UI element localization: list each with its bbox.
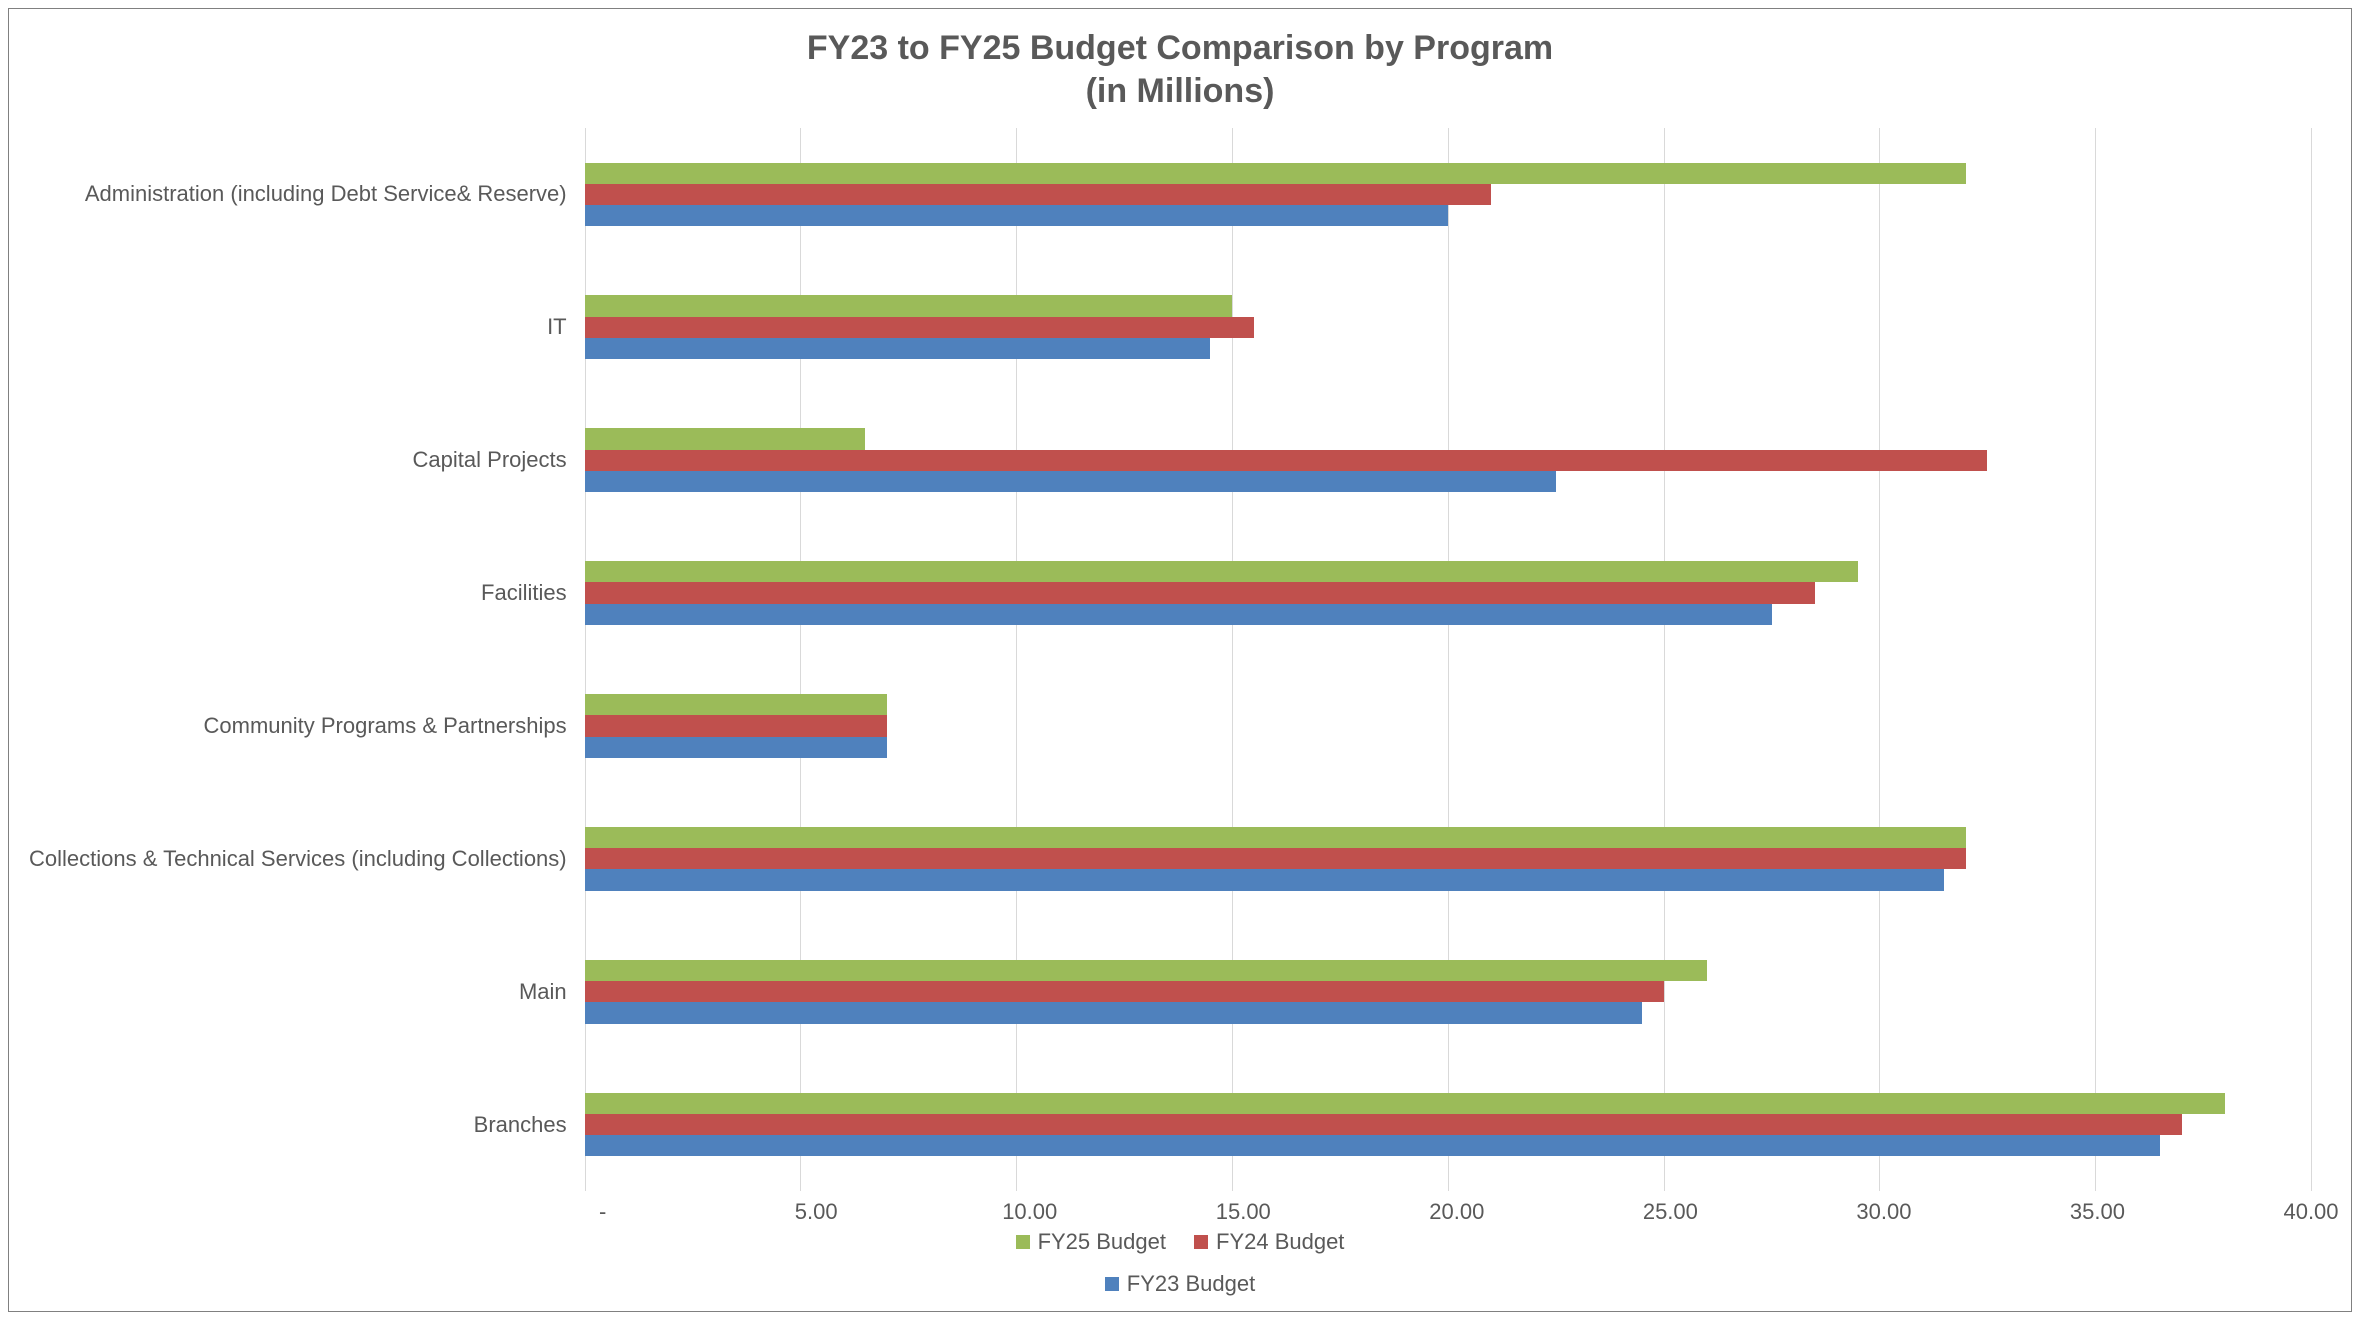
category-label: Capital Projects — [29, 447, 567, 473]
bar — [585, 163, 2311, 184]
x-tick-label: 35.00 — [2070, 1199, 2125, 1225]
bar — [585, 184, 2311, 205]
bar — [585, 960, 2311, 981]
bar-group — [585, 792, 2311, 925]
x-tick-label: 20.00 — [1429, 1199, 1484, 1225]
bar-fill-fy25 — [585, 827, 1966, 848]
plot-wrap: Administration (including Debt Service& … — [9, 118, 2351, 1197]
bar-fill-fy23 — [585, 338, 1211, 359]
chart-title: FY23 to FY25 Budget Comparison by Progra… — [9, 9, 2351, 118]
bar-fill-fy25 — [585, 561, 1858, 582]
bar — [585, 1093, 2311, 1114]
bar-fill-fy23 — [585, 471, 1556, 492]
x-tick-label: 10.00 — [1002, 1199, 1057, 1225]
bar — [585, 694, 2311, 715]
bar-fill-fy25 — [585, 163, 1966, 184]
category-label: IT — [29, 314, 567, 340]
bar-group — [585, 925, 2311, 1058]
category-label: Branches — [29, 1112, 567, 1138]
legend-item: FY23 Budget — [1105, 1271, 1255, 1297]
bar — [585, 338, 2311, 359]
bar-fill-fy24 — [585, 1114, 2182, 1135]
bar-fill-fy24 — [585, 317, 1254, 338]
legend-label: FY25 Budget — [1038, 1229, 1166, 1255]
bar-group — [585, 394, 2311, 527]
bar — [585, 1114, 2311, 1135]
x-axis-row: - 5.00 10.00 15.00 20.00 25.00 30.00 35.00 40.00 — [9, 1197, 2351, 1227]
category-label: Administration (including Debt Service& … — [29, 181, 567, 207]
bar-group — [585, 527, 2311, 660]
bar — [585, 715, 2311, 736]
bar — [585, 848, 2311, 869]
bar-fill-fy23 — [585, 869, 1945, 890]
legend-swatch — [1194, 1235, 1208, 1249]
bar-fill-fy24 — [585, 981, 1664, 1002]
bar — [585, 561, 2311, 582]
bar — [585, 869, 2311, 890]
bar-fill-fy24 — [585, 715, 887, 736]
bar — [585, 317, 2311, 338]
bar-group — [585, 1058, 2311, 1191]
x-tick-label: - — [599, 1199, 606, 1225]
bar-fill-fy23 — [585, 1135, 2160, 1156]
legend-label: FY23 Budget — [1127, 1271, 1255, 1297]
bar-fill-fy23 — [585, 737, 887, 758]
bar-fill-fy25 — [585, 295, 1232, 316]
x-tick-label: 30.00 — [1856, 1199, 1911, 1225]
category-label: Collections & Technical Services (includ… — [29, 846, 567, 872]
category-label: Main — [29, 979, 567, 1005]
bar-fill-fy24 — [585, 184, 1491, 205]
legend-item: FY24 Budget — [1194, 1229, 1344, 1255]
x-tick-label: 40.00 — [2283, 1199, 2338, 1225]
bar — [585, 737, 2311, 758]
bar-group — [585, 128, 2311, 261]
bar — [585, 428, 2311, 449]
legend-item: FY25 Budget — [1016, 1229, 1166, 1255]
bar-groups — [585, 128, 2311, 1191]
bar — [585, 205, 2311, 226]
bar-fill-fy23 — [585, 205, 1448, 226]
bar — [585, 295, 2311, 316]
bar-group — [585, 261, 2311, 394]
x-axis: -5.0010.0015.0020.0025.0030.0035.0040.00 — [603, 1197, 2311, 1225]
x-tick-label: 25.00 — [1643, 1199, 1698, 1225]
legend: FY25 Budget FY24 Budget FY23 Budget — [9, 1227, 2351, 1311]
chart-title-line2: (in Millions) — [29, 70, 2331, 113]
legend-swatch — [1105, 1277, 1119, 1291]
y-axis-labels: Administration (including Debt Service& … — [29, 128, 585, 1191]
category-label: Community Programs & Partnerships — [29, 713, 567, 739]
bar-fill-fy24 — [585, 450, 1988, 471]
bar — [585, 1002, 2311, 1023]
bar-fill-fy25 — [585, 1093, 2225, 1114]
chart-frame: FY23 to FY25 Budget Comparison by Progra… — [8, 8, 2352, 1312]
legend-swatch — [1016, 1235, 1030, 1249]
x-tick-label: 15.00 — [1216, 1199, 1271, 1225]
gridline — [2311, 128, 2312, 1191]
bar-fill-fy23 — [585, 604, 1772, 625]
bar-fill-fy25 — [585, 960, 1707, 981]
bar-fill-fy24 — [585, 848, 1966, 869]
bar-fill-fy25 — [585, 428, 866, 449]
x-tick-label: 5.00 — [795, 1199, 838, 1225]
bar-fill-fy23 — [585, 1002, 1642, 1023]
legend-label: FY24 Budget — [1216, 1229, 1344, 1255]
plot-area — [585, 128, 2311, 1191]
x-axis-spacer — [29, 1197, 603, 1225]
bar-fill-fy24 — [585, 582, 1815, 603]
bar — [585, 981, 2311, 1002]
bar — [585, 582, 2311, 603]
bar — [585, 604, 2311, 625]
bar-group — [585, 660, 2311, 793]
bar — [585, 471, 2311, 492]
bar — [585, 827, 2311, 848]
category-label: Facilities — [29, 580, 567, 606]
chart-title-line1: FY23 to FY25 Budget Comparison by Progra… — [29, 27, 2331, 70]
bar — [585, 450, 2311, 471]
bar — [585, 1135, 2311, 1156]
bar-fill-fy25 — [585, 694, 887, 715]
